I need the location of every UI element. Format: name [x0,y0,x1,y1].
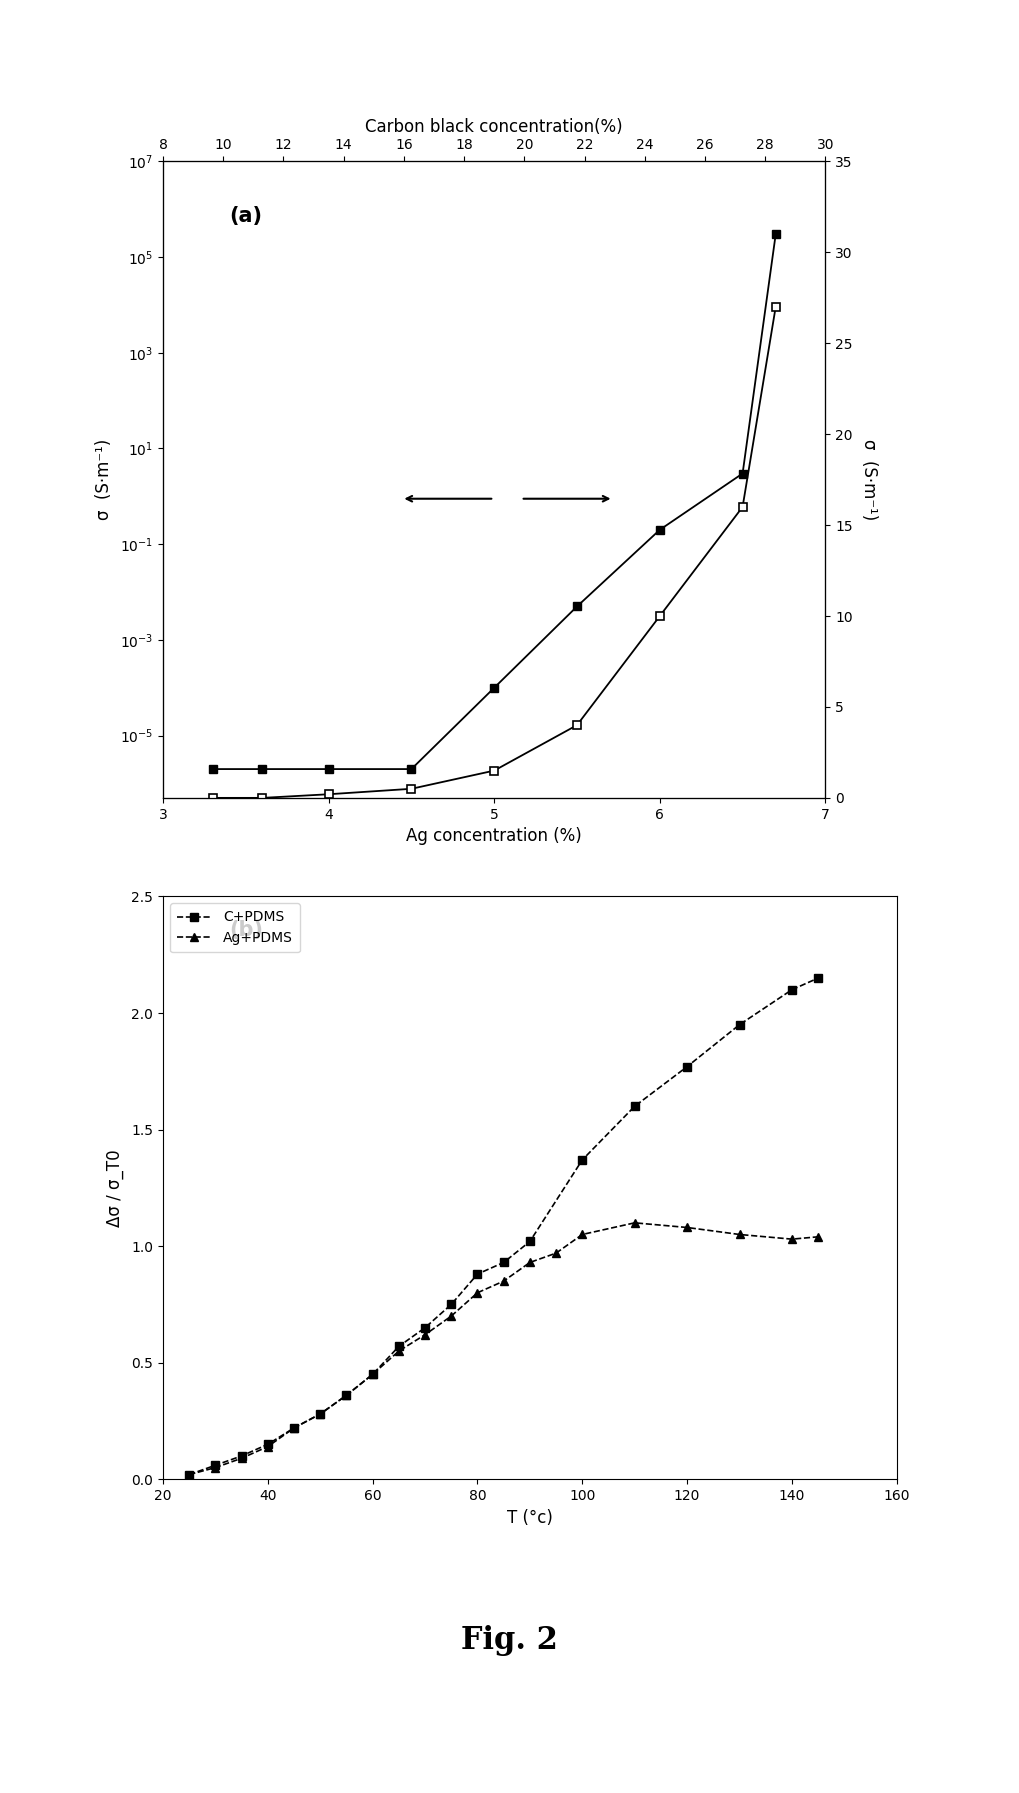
C+PDMS [209,1454,221,1476]
Line: C+PDMS: C+PDMS [185,974,822,1479]
C+PDMS [786,979,798,1000]
C+PDMS [392,1336,405,1357]
C+PDMS [681,1056,693,1078]
Ag+PDMS [734,1223,746,1244]
C+PDMS [445,1295,458,1316]
Ag+PDMS [183,1463,196,1485]
Ag+PDMS [209,1456,221,1477]
Ag+PDMS [262,1436,274,1458]
C+PDMS [497,1252,510,1273]
C+PDMS [629,1096,641,1117]
C+PDMS [367,1363,379,1384]
C+PDMS [472,1264,484,1286]
Ag+PDMS [681,1217,693,1239]
C+PDMS [812,968,824,990]
C+PDMS [340,1384,353,1406]
X-axis label: T (°c): T (°c) [506,1508,553,1526]
X-axis label: Ag concentration (%): Ag concentration (%) [407,827,582,845]
Ag+PDMS [812,1226,824,1248]
Legend: C+PDMS, Ag+PDMS: C+PDMS, Ag+PDMS [170,904,300,952]
Text: (a): (a) [229,206,262,226]
Ag+PDMS [419,1323,431,1345]
C+PDMS [288,1416,301,1438]
C+PDMS [235,1445,248,1467]
Ag+PDMS [524,1252,536,1273]
Ag+PDMS [367,1363,379,1384]
Ag+PDMS [497,1269,510,1291]
Y-axis label: σ  (S·m⁻¹): σ (S·m⁻¹) [95,439,113,520]
Ag+PDMS [445,1305,458,1327]
Line: Ag+PDMS: Ag+PDMS [185,1219,822,1479]
X-axis label: Carbon black concentration(%): Carbon black concentration(%) [366,118,623,136]
Text: Fig. 2: Fig. 2 [461,1624,558,1657]
Ag+PDMS [629,1212,641,1234]
Ag+PDMS [576,1223,588,1244]
Ag+PDMS [235,1447,248,1468]
C+PDMS [183,1463,196,1485]
Ag+PDMS [340,1384,353,1406]
C+PDMS [576,1149,588,1171]
C+PDMS [524,1230,536,1252]
Ag+PDMS [314,1404,326,1425]
Ag+PDMS [550,1243,562,1264]
C+PDMS [314,1404,326,1425]
C+PDMS [419,1316,431,1338]
C+PDMS [262,1434,274,1456]
Ag+PDMS [786,1228,798,1250]
Ag+PDMS [392,1341,405,1363]
Ag+PDMS [288,1416,301,1438]
Ag+PDMS [472,1282,484,1304]
C+PDMS [734,1013,746,1035]
Y-axis label: σ  (S·m⁻¹): σ (S·m⁻¹) [860,439,877,520]
Text: (b): (b) [229,920,263,940]
Y-axis label: Δσ / σ_T0: Δσ / σ_T0 [106,1149,124,1226]
